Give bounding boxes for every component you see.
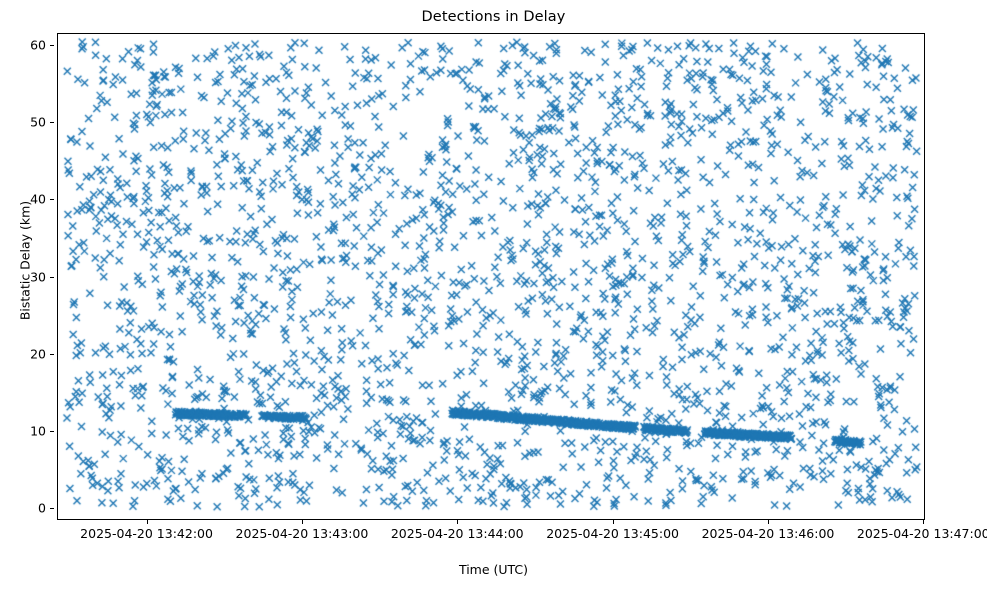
x-axis-tick-mark [457,520,459,524]
y-axis-tick-labels: 0 10 20 30 40 50 60 [0,33,46,520]
y-axis-tick-label: 40 [30,191,46,207]
y-axis-tick-mark [50,431,54,433]
x-axis-tick-label: 2025-04-20 13:45:00 [546,526,679,541]
x-axis-tick-label: 2025-04-20 13:44:00 [390,526,524,541]
x-axis-tick-mark [612,520,614,524]
x-axis-tick-mark [767,520,770,524]
x-axis-tick-mark [923,520,925,524]
y-axis-tick-label: 20 [30,346,46,362]
plot-area [57,33,925,520]
x-axis-tick-label: 2025-04-20 13:43:00 [235,526,369,541]
chart-title: Detections in Delay [421,9,566,25]
y-axis-tick-mark [50,44,54,46]
x-axis-tick-label: 2025-04-20 13:47:00 [856,526,987,541]
y-axis-tick-label: 30 [30,269,46,284]
x-axis-label: Time (UTC) [458,562,529,577]
x-axis-tick-label: 2025-04-20 13:42:00 [80,526,213,541]
y-axis-tick-mark [50,121,54,123]
y-axis-tick-mark [50,353,54,355]
y-axis-tick-mark [50,199,54,201]
y-axis-tick-mark [50,276,54,278]
y-axis-tick-mark [50,508,54,510]
x-axis-tick-mark [301,520,304,524]
y-axis-tick-label: 50 [30,114,46,130]
x-axis-tick-label: 2025-04-20 13:46:00 [701,526,835,541]
scatter-plot-canvas [58,34,924,519]
x-axis-tick-labels: 2025-04-20 13:42:00 2025-04-20 13:43:00 20… [0,526,987,544]
y-axis-tick-label: 60 [30,37,46,53]
y-axis-tick-label: 0 [38,500,46,516]
x-axis-tick-mark [146,520,148,524]
y-axis-label: Bistatic Delay (km) [17,200,33,321]
y-axis-tick-label: 10 [30,423,46,439]
